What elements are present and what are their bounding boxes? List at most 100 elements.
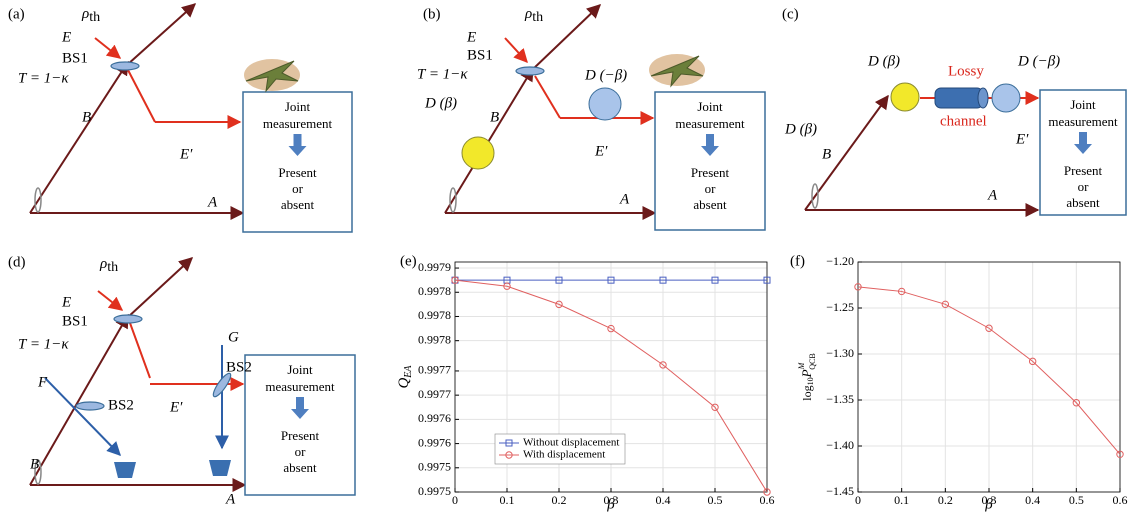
rho: ρ bbox=[81, 6, 89, 22]
ylabel-part: EA bbox=[403, 365, 414, 379]
y-tick-label: 0.9977 bbox=[418, 363, 451, 377]
beam bbox=[445, 68, 533, 213]
beam bbox=[127, 4, 195, 65]
panel-label: (a) bbox=[8, 6, 25, 22]
box-text: Joint bbox=[697, 99, 723, 114]
x-tick-label: 0.6 bbox=[1113, 493, 1128, 507]
panel-label: (c) bbox=[782, 6, 799, 22]
displacement bbox=[589, 88, 621, 120]
label: BS1 bbox=[62, 50, 88, 66]
y-tick-label: −1.45 bbox=[826, 484, 854, 498]
rho: ρ bbox=[524, 6, 532, 22]
beam-splitter bbox=[76, 402, 104, 410]
lossy: Lossy bbox=[948, 63, 984, 79]
panel-label: (d) bbox=[8, 254, 26, 270]
y-tick-label: 0.9975 bbox=[418, 484, 451, 498]
ylabel-part: log bbox=[800, 385, 814, 400]
box-text: Joint bbox=[1070, 97, 1096, 112]
beam bbox=[535, 76, 560, 118]
x-tick-label: 0.5 bbox=[708, 493, 723, 507]
y-tick-label: −1.30 bbox=[826, 346, 854, 360]
label: E′ bbox=[169, 399, 183, 415]
box-text: absent bbox=[281, 197, 315, 212]
beam bbox=[45, 378, 120, 455]
box-text: or bbox=[1078, 179, 1090, 194]
box-text: measurement bbox=[263, 116, 333, 131]
label: E′ bbox=[1015, 131, 1029, 147]
box-text: Joint bbox=[285, 99, 311, 114]
rho-sub: th bbox=[89, 10, 100, 25]
x-axis-label: β bbox=[984, 496, 993, 512]
detector bbox=[209, 460, 231, 476]
figure: JointmeasurementPresentorabsent(a)ρthEBS… bbox=[0, 0, 1128, 513]
x-tick-label: 0.4 bbox=[656, 493, 671, 507]
box-text: Present bbox=[691, 165, 730, 180]
box-text: absent bbox=[693, 197, 727, 212]
label: B bbox=[822, 146, 831, 162]
label: BS2 bbox=[108, 397, 134, 413]
rho-sub: th bbox=[532, 10, 543, 25]
legend-label: With displacement bbox=[523, 449, 605, 461]
box-text: measurement bbox=[675, 116, 745, 131]
legend-label: Without displacement bbox=[523, 437, 619, 449]
box-text: or bbox=[295, 444, 307, 459]
beam bbox=[128, 70, 155, 122]
label: A bbox=[619, 191, 630, 207]
y-tick-label: 0.9978 bbox=[418, 308, 451, 322]
label: BS1 bbox=[62, 313, 88, 329]
box-text: Present bbox=[278, 165, 317, 180]
y-tick-label: −1.35 bbox=[826, 392, 854, 406]
label: BS2 bbox=[226, 359, 252, 375]
beam bbox=[127, 258, 192, 318]
box-text: or bbox=[705, 181, 717, 196]
label: E bbox=[61, 29, 71, 45]
box-text: or bbox=[292, 181, 304, 196]
label: A bbox=[987, 187, 998, 203]
x-tick-label: 0.1 bbox=[500, 493, 515, 507]
y-tick-label: −1.25 bbox=[826, 300, 854, 314]
box-text: absent bbox=[283, 460, 317, 475]
label: T = 1−κ bbox=[417, 66, 468, 82]
x-tick-label: 0.4 bbox=[1025, 493, 1040, 507]
panel-label: (b) bbox=[423, 6, 441, 22]
beam-splitter bbox=[114, 315, 142, 323]
y-tick-label: 0.9978 bbox=[418, 332, 451, 346]
channel-end bbox=[978, 88, 988, 108]
label: B bbox=[82, 109, 91, 125]
box-text: measurement bbox=[265, 379, 335, 394]
x-tick-label: 0.2 bbox=[552, 493, 567, 507]
label: D (−β) bbox=[1017, 53, 1060, 69]
label: A bbox=[207, 194, 218, 210]
displacement bbox=[891, 83, 919, 111]
label: D (β) bbox=[784, 121, 817, 137]
displacement bbox=[462, 137, 494, 169]
beam bbox=[95, 38, 120, 58]
rho-th: ρth bbox=[81, 6, 100, 25]
y-tick-label: 0.9977 bbox=[418, 387, 451, 401]
beam bbox=[505, 38, 527, 62]
label: B bbox=[30, 456, 39, 472]
page: {"diagrams": { "a": {"label": "(a)", "rh… bbox=[0, 0, 1128, 513]
x-tick-label: 0.1 bbox=[894, 493, 909, 507]
x-axis-label: β bbox=[606, 496, 615, 512]
label: A bbox=[225, 491, 236, 507]
y-tick-label: 0.9976 bbox=[418, 435, 451, 449]
beam-splitter bbox=[111, 62, 139, 70]
detector bbox=[114, 462, 136, 478]
box-text: Present bbox=[281, 428, 320, 443]
rho-th: ρth bbox=[524, 6, 543, 25]
panel-label: (f) bbox=[790, 253, 805, 269]
label: E′ bbox=[179, 146, 193, 162]
rho-th: ρth bbox=[99, 256, 118, 275]
box-text: absent bbox=[1066, 195, 1100, 210]
beam-splitter bbox=[516, 67, 544, 75]
y-tick-label: −1.20 bbox=[826, 254, 854, 268]
label: E bbox=[466, 29, 476, 45]
channel: channel bbox=[940, 113, 987, 129]
lossy-channel bbox=[935, 88, 983, 108]
label: D (−β) bbox=[584, 67, 627, 83]
x-tick-label: 0 bbox=[855, 493, 861, 507]
label: T = 1−κ bbox=[18, 70, 69, 86]
box-text: measurement bbox=[1048, 114, 1118, 129]
ylabel-part: M bbox=[797, 361, 806, 370]
